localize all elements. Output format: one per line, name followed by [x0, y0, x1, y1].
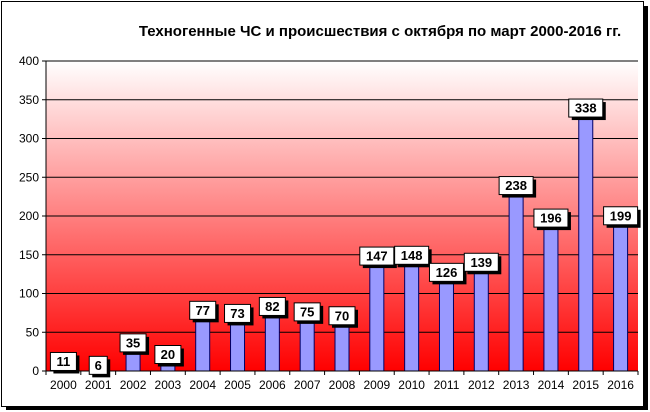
data-label-2015: 338 [575, 101, 597, 116]
y-tick-label: 350 [19, 93, 39, 107]
x-tick-label-2002: 2002 [120, 378, 147, 392]
x-tick-label-2007: 2007 [294, 378, 321, 392]
data-label-box [603, 206, 639, 226]
data-label-2002: 35 [126, 335, 140, 350]
frame-shadow-bottom [6, 406, 648, 410]
bar-2015 [578, 108, 594, 372]
bar-2014 [543, 218, 559, 372]
x-tick-label-2016: 2016 [607, 378, 634, 392]
data-label-box [328, 306, 356, 326]
data-label-box [498, 176, 534, 196]
data-label-2008: 70 [335, 308, 349, 323]
data-label-2005: 73 [230, 306, 244, 321]
bar-2011 [438, 272, 454, 372]
bar-2016 [613, 216, 629, 372]
x-tick-label-2012: 2012 [468, 378, 495, 392]
data-label-box [49, 351, 77, 371]
data-label-box [154, 345, 182, 364]
bar-2009 [369, 256, 385, 372]
y-tick-label: 300 [19, 132, 39, 146]
data-label-box [119, 333, 147, 353]
frame-shadow-right [644, 6, 648, 408]
data-label-2013: 238 [505, 178, 527, 193]
bar-2013 [508, 186, 524, 372]
data-label-box [293, 302, 321, 322]
data-label-2010: 148 [401, 248, 423, 263]
bar-2012 [473, 262, 489, 372]
data-label-2011: 126 [436, 265, 458, 280]
chart-title: Техногенные ЧС и происшествия с октября … [138, 23, 622, 40]
data-label-2003: 20 [161, 347, 175, 362]
x-tick-label-2000: 2000 [50, 378, 77, 392]
y-tick-label: 250 [19, 170, 39, 184]
x-tick-label-2006: 2006 [259, 378, 286, 392]
data-label-box [463, 252, 499, 272]
x-tick-label-2014: 2014 [538, 378, 565, 392]
data-label-2007: 75 [300, 304, 314, 319]
y-tick-label: 150 [19, 248, 39, 262]
y-tick-label: 100 [19, 287, 39, 301]
data-label-2012: 139 [470, 255, 492, 270]
data-label-2009: 147 [366, 249, 388, 264]
x-tick-label-2001: 2001 [85, 378, 112, 392]
data-label-box [568, 98, 604, 118]
data-label-box [428, 262, 464, 282]
y-tick-label: 400 [19, 54, 39, 68]
data-label-2014: 196 [540, 211, 562, 226]
x-tick-label-2010: 2010 [398, 378, 425, 392]
data-label-box [533, 208, 569, 228]
x-tick-label-2011: 2011 [434, 378, 460, 392]
data-label-box [258, 296, 286, 316]
data-label-box [394, 245, 430, 265]
x-tick-label-2009: 2009 [363, 378, 390, 392]
y-tick-label: 200 [19, 209, 39, 223]
x-tick-label-2013: 2013 [503, 378, 530, 392]
x-tick-label-2015: 2015 [572, 378, 599, 392]
data-label-2004: 77 [195, 303, 209, 318]
bar-2010 [404, 255, 420, 372]
data-label-2016: 199 [610, 208, 632, 223]
x-tick-label-2005: 2005 [224, 378, 251, 392]
x-tick-label-2003: 2003 [155, 378, 182, 392]
x-tick-label-2008: 2008 [329, 378, 356, 392]
data-label-box [189, 300, 217, 320]
y-tick-label: 0 [32, 364, 39, 378]
data-label-2000: 11 [57, 354, 71, 369]
x-tick-label-2004: 2004 [189, 378, 216, 392]
y-tick-label: 50 [26, 325, 40, 339]
data-label-box [224, 303, 252, 323]
data-label-2001: 6 [95, 358, 102, 373]
data-label-2006: 82 [265, 299, 279, 314]
data-label-box [88, 355, 108, 375]
data-label-box [359, 246, 395, 266]
